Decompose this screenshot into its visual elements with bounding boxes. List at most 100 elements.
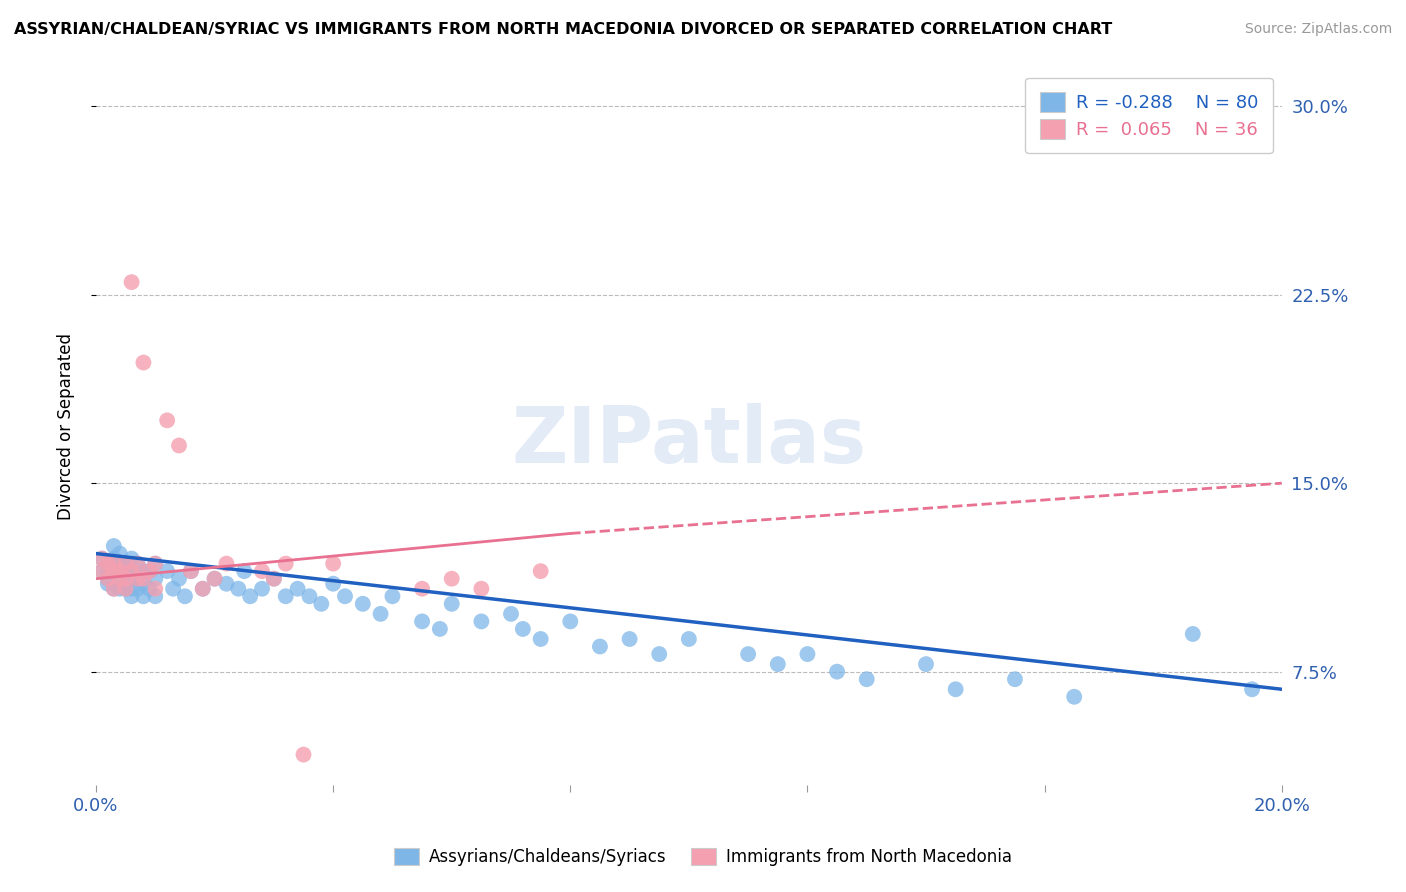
Point (108, 572, 131, 586)
Point (121, 564, 143, 578)
Point (132, 355, 155, 369)
Point (97, 572, 120, 586)
Point (97, 557, 120, 571)
Point (167, 438, 190, 452)
Point (945, 682, 967, 697)
Point (108, 564, 131, 578)
Point (162, 582, 184, 596)
Point (103, 582, 125, 596)
Point (108, 557, 131, 571)
Point (138, 582, 160, 596)
Point (108, 564, 131, 578)
Point (114, 557, 136, 571)
Point (138, 564, 160, 578)
Point (530, 632, 553, 646)
Point (440, 597, 463, 611)
Point (138, 564, 160, 578)
Point (263, 572, 285, 586)
Point (191, 582, 214, 596)
Point (103, 557, 125, 571)
Point (180, 564, 202, 578)
Point (132, 564, 155, 578)
Point (1004, 672, 1026, 686)
Point (825, 665, 848, 679)
Point (1181, 627, 1204, 641)
Point (352, 597, 374, 611)
Point (470, 582, 492, 596)
Text: ZIPatlas: ZIPatlas (512, 403, 866, 479)
Point (440, 572, 463, 586)
Point (127, 572, 149, 586)
Point (127, 557, 149, 571)
Point (143, 557, 166, 571)
Point (470, 615, 492, 629)
Point (121, 589, 143, 603)
Point (121, 551, 143, 566)
Point (121, 564, 143, 578)
Point (143, 557, 166, 571)
Point (127, 572, 149, 586)
Point (91, 564, 114, 578)
Point (97, 564, 120, 578)
Point (619, 632, 641, 646)
Point (233, 564, 256, 578)
Point (97, 557, 120, 571)
Point (322, 557, 344, 571)
Legend: R = -0.288    N = 80, R =  0.065    N = 36: R = -0.288 N = 80, R = 0.065 N = 36 (1025, 78, 1272, 153)
Point (766, 657, 789, 672)
Point (103, 564, 125, 578)
Point (97, 576, 120, 591)
Point (156, 564, 179, 578)
Text: Source: ZipAtlas.com: Source: ZipAtlas.com (1244, 22, 1392, 37)
Point (589, 640, 612, 654)
Point (143, 582, 166, 596)
Point (250, 582, 273, 596)
Point (114, 582, 136, 596)
Point (103, 539, 125, 553)
Point (103, 551, 125, 566)
Point (114, 572, 136, 586)
Point (114, 564, 136, 578)
Point (311, 597, 333, 611)
Point (333, 589, 356, 603)
Point (1063, 690, 1085, 704)
Point (678, 632, 700, 646)
Point (108, 572, 131, 586)
Point (411, 582, 433, 596)
Point (97, 572, 120, 586)
Point (796, 647, 818, 661)
Point (180, 564, 202, 578)
Point (191, 582, 214, 596)
Point (114, 557, 136, 571)
Point (127, 557, 149, 571)
Point (132, 576, 155, 591)
Point (322, 576, 344, 591)
Legend: Assyrians/Chaldeans/Syriacs, Immigrants from North Macedonia: Assyrians/Chaldeans/Syriacs, Immigrants … (387, 841, 1019, 873)
Point (108, 582, 131, 596)
Point (143, 572, 166, 586)
Point (263, 572, 285, 586)
Point (298, 589, 321, 603)
Point (132, 572, 155, 586)
Point (91, 551, 114, 566)
Point (287, 582, 309, 596)
Point (215, 576, 238, 591)
Point (114, 572, 136, 586)
Point (167, 572, 190, 586)
Point (215, 557, 238, 571)
Point (250, 564, 273, 578)
Point (103, 564, 125, 578)
Point (512, 622, 534, 636)
Point (370, 607, 392, 621)
Point (114, 582, 136, 596)
Point (1241, 682, 1264, 697)
Point (108, 547, 131, 561)
Point (226, 582, 249, 596)
Point (204, 572, 226, 586)
Point (91, 564, 114, 578)
Point (737, 647, 759, 661)
Point (91, 551, 114, 566)
Point (156, 413, 179, 427)
Text: ASSYRIAN/CHALDEAN/SYRIAC VS IMMIGRANTS FROM NORTH MACEDONIA DIVORCED OR SEPARATE: ASSYRIAN/CHALDEAN/SYRIAC VS IMMIGRANTS F… (14, 22, 1112, 37)
Y-axis label: Divorced or Separated: Divorced or Separated (58, 333, 75, 520)
